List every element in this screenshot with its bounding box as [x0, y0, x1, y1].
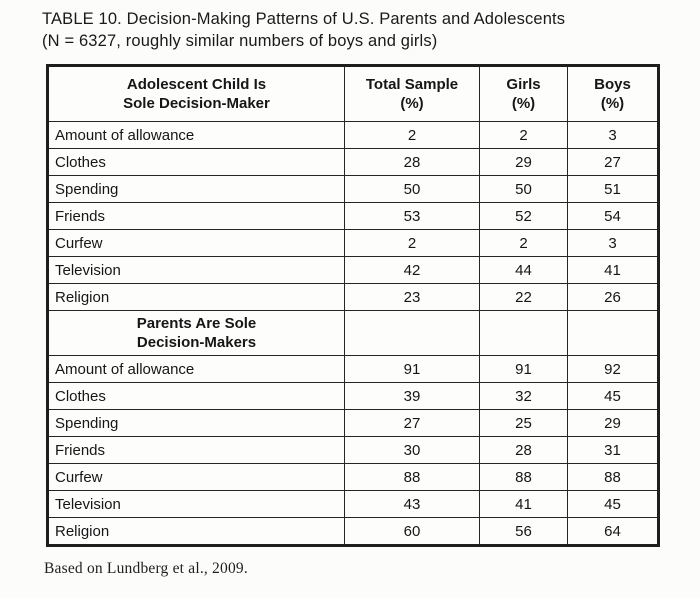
row-label: Amount of allowance	[47, 355, 345, 383]
girls-value: 41	[479, 490, 568, 518]
table-row: Friends 30 28 31	[47, 436, 659, 464]
table-row: Curfew 88 88 88	[47, 463, 659, 491]
boys-value: 64	[567, 517, 659, 546]
table-row: Curfew 2 2 3	[47, 229, 659, 257]
total-sample-value: 42	[344, 256, 480, 284]
row-label: Clothes	[47, 382, 345, 410]
table-row: Amount of allowance 91 91 92	[47, 355, 659, 383]
row-label: Religion	[47, 283, 345, 311]
column-header-criteria-line1: Adolescent Child Is	[126, 76, 267, 93]
column-header-boys-line2: (%)	[600, 95, 625, 112]
boys-value: 41	[567, 256, 659, 284]
table-caption-line2: (N = 6327, roughly similar numbers of bo…	[42, 32, 438, 50]
boys-value: 29	[567, 409, 659, 437]
column-header-criteria: Adolescent Child Is Sole Decision-Maker	[47, 65, 345, 122]
total-sample-value: 50	[344, 175, 480, 203]
girls-value: 91	[479, 355, 568, 383]
section-header-row: Parents Are Sole Decision-Makers	[47, 310, 659, 356]
row-label: Television	[47, 256, 345, 284]
total-sample-value: 27	[344, 409, 480, 437]
boys-value: 3	[567, 121, 659, 149]
table-header-row: Adolescent Child Is Sole Decision-Maker …	[47, 65, 659, 122]
total-sample-value: 91	[344, 355, 480, 383]
row-label: Clothes	[47, 148, 345, 176]
table-row: Spending 50 50 51	[47, 175, 659, 203]
boys-value: 45	[567, 490, 659, 518]
total-sample-value: 53	[344, 202, 480, 230]
decision-making-table: Adolescent Child Is Sole Decision-Maker …	[46, 64, 660, 547]
girls-value: 28	[479, 436, 568, 464]
girls-value: 44	[479, 256, 568, 284]
boys-value: 45	[567, 382, 659, 410]
column-header-girls: Girls (%)	[479, 65, 568, 122]
row-label: Friends	[47, 202, 345, 230]
table-row: Clothes 28 29 27	[47, 148, 659, 176]
row-label: Spending	[47, 175, 345, 203]
row-label: Religion	[47, 517, 345, 546]
column-header-criteria-line2: Sole Decision-Maker	[123, 95, 270, 112]
table-body: Amount of allowance 2 2 3 Clothes 28 29 27 Spend…	[47, 121, 659, 546]
boys-value: 27	[567, 148, 659, 176]
boys-value: 92	[567, 355, 659, 383]
total-sample-value: 60	[344, 517, 480, 546]
empty-total-cell	[344, 310, 480, 356]
table-row: Television 42 44 41	[47, 256, 659, 284]
table-row: Television 43 41 45	[47, 490, 659, 518]
total-sample-value: 28	[344, 148, 480, 176]
girls-value: 56	[479, 517, 568, 546]
row-label: Amount of allowance	[47, 121, 345, 149]
empty-girls-cell	[479, 310, 568, 356]
total-sample-value: 43	[344, 490, 480, 518]
source-note: Based on Lundberg et al., 2009.	[44, 560, 248, 577]
girls-value: 32	[479, 382, 568, 410]
girls-value: 29	[479, 148, 568, 176]
column-header-girls-line1: Girls	[506, 76, 541, 93]
total-sample-value: 2	[344, 229, 480, 257]
total-sample-value: 30	[344, 436, 480, 464]
girls-value: 25	[479, 409, 568, 437]
girls-value: 52	[479, 202, 568, 230]
boys-value: 88	[567, 463, 659, 491]
column-header-boys: Boys (%)	[567, 65, 659, 122]
row-label: Curfew	[47, 463, 345, 491]
table-row: Religion 60 56 64	[47, 517, 659, 546]
table-caption-line1: TABLE 10. Decision-Making Patterns of U.…	[42, 10, 566, 28]
boys-value: 54	[567, 202, 659, 230]
total-sample-value: 23	[344, 283, 480, 311]
boys-value: 51	[567, 175, 659, 203]
girls-value: 88	[479, 463, 568, 491]
column-header-total-sample: Total Sample (%)	[344, 65, 480, 122]
table-row: Friends 53 52 54	[47, 202, 659, 230]
boys-value: 26	[567, 283, 659, 311]
boys-value: 31	[567, 436, 659, 464]
empty-boys-cell	[567, 310, 659, 356]
boys-value: 3	[567, 229, 659, 257]
table-caption: TABLE 10. Decision-Making Patterns of U.…	[42, 8, 672, 52]
section-header-label: Parents Are Sole Decision-Makers	[47, 310, 345, 356]
row-label: Spending	[47, 409, 345, 437]
row-label: Curfew	[47, 229, 345, 257]
row-label: Friends	[47, 436, 345, 464]
column-header-total-sample-line2: (%)	[400, 95, 424, 112]
girls-value: 2	[479, 121, 568, 149]
total-sample-value: 39	[344, 382, 480, 410]
girls-value: 50	[479, 175, 568, 203]
column-header-boys-line1: Boys	[594, 76, 631, 93]
row-label: Television	[47, 490, 345, 518]
table-row: Spending 27 25 29	[47, 409, 659, 437]
column-header-girls-line2: (%)	[511, 95, 536, 112]
total-sample-value: 2	[344, 121, 480, 149]
table-row: Clothes 39 32 45	[47, 382, 659, 410]
column-header-total-sample-line1: Total Sample	[365, 76, 459, 93]
table-row: Amount of allowance 2 2 3	[47, 121, 659, 149]
table-row: Religion 23 22 26	[47, 283, 659, 311]
total-sample-value: 88	[344, 463, 480, 491]
girls-value: 2	[479, 229, 568, 257]
girls-value: 22	[479, 283, 568, 311]
